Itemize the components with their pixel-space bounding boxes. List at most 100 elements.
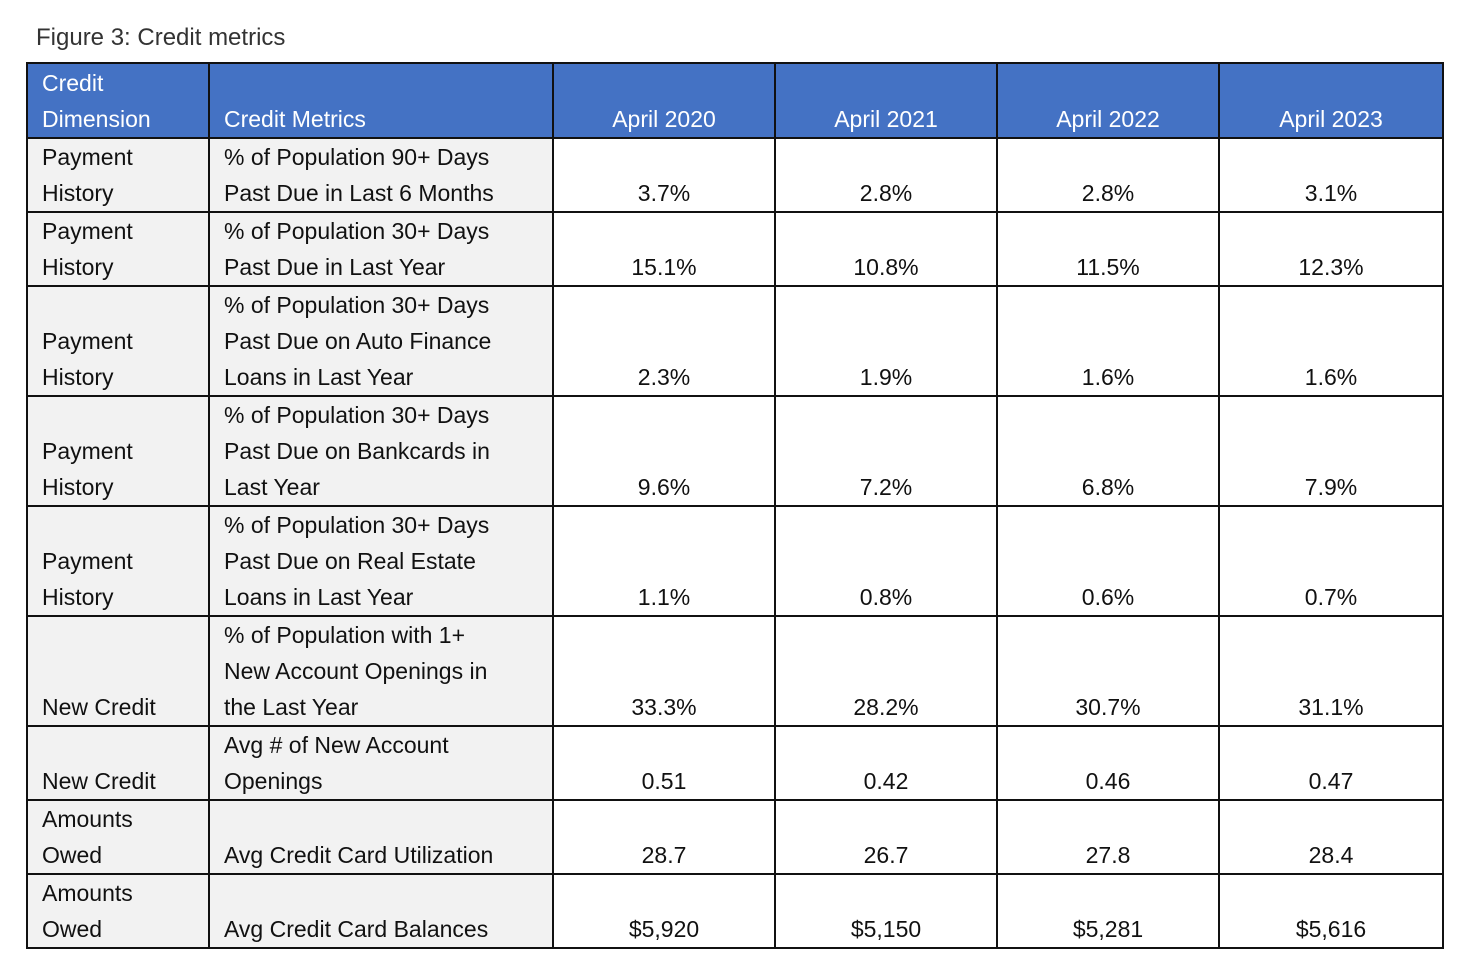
text-line: History	[42, 584, 114, 610]
header-cell: Credit Dimension	[26, 62, 210, 139]
value-cell: 0.6%	[996, 505, 1220, 617]
value-cell: 7.2%	[774, 395, 998, 507]
dimension-cell: New Credit	[26, 725, 210, 801]
value-cell: 3.7%	[552, 137, 776, 213]
metric-cell: % of Population 30+ Days Past Due on Bank…	[208, 395, 554, 507]
dimension-cell: Amounts Owed	[26, 873, 210, 949]
metric-cell: Avg Credit Card Balances	[208, 873, 554, 949]
caption: Figure 3: Credit metrics	[36, 24, 286, 51]
text-line: % of Population 30+ Days	[224, 218, 490, 244]
text-line: April 2022	[1056, 106, 1160, 132]
text-line: Payment	[42, 438, 133, 464]
table-row: Payment History % of Population 30+ Days Pa…	[26, 211, 1444, 287]
text-line: Past Due on Bankcards in	[224, 438, 490, 464]
text-line: Openings	[224, 768, 323, 794]
text-line: April 2021	[834, 106, 938, 132]
text-line: History	[42, 180, 114, 206]
value-cell: 10.8%	[774, 211, 998, 287]
text-line: History	[42, 254, 114, 280]
value-cell: 28.4	[1218, 799, 1444, 875]
value-cell: 1.6%	[996, 285, 1220, 397]
value-cell: 11.5%	[996, 211, 1220, 287]
text-line: Avg Credit Card Utilization	[224, 842, 494, 868]
text-line: % of Population 30+ Days	[224, 402, 490, 428]
value-cell: $5,150	[774, 873, 998, 949]
text-line: Loans in Last Year	[224, 364, 414, 390]
dimension-cell: Payment History	[26, 395, 210, 507]
value-cell: 0.46	[996, 725, 1220, 801]
text-line: Payment	[42, 144, 133, 170]
text-line: Payment	[42, 328, 133, 354]
value-cell: 2.8%	[996, 137, 1220, 213]
metric-cell: Avg Credit Card Utilization	[208, 799, 554, 875]
dimension-cell: Payment History	[26, 505, 210, 617]
text-line: Loans in Last Year	[224, 584, 414, 610]
credit-table: Credit Dimension Credit Metrics April 2020 A…	[26, 62, 1444, 949]
dimension-cell: Payment History	[26, 285, 210, 397]
metric-cell: % of Population 30+ Days Past Due in Last…	[208, 211, 554, 287]
text-line: Credit Metrics	[224, 106, 366, 132]
value-cell: $5,281	[996, 873, 1220, 949]
value-cell: 6.8%	[996, 395, 1220, 507]
value-cell: 0.51	[552, 725, 776, 801]
value-cell: 31.1%	[1218, 615, 1444, 727]
value-cell: 0.8%	[774, 505, 998, 617]
text-line: Past Due in Last Year	[224, 254, 446, 280]
dimension-cell: Payment History	[26, 137, 210, 213]
value-cell: 28.2%	[774, 615, 998, 727]
value-cell: 30.7%	[996, 615, 1220, 727]
text-line: Owed	[42, 916, 103, 942]
header-cell: April 2023	[1218, 62, 1444, 139]
value-cell: 9.6%	[552, 395, 776, 507]
text-line: New Credit	[42, 768, 156, 794]
value-cell: 0.7%	[1218, 505, 1444, 617]
header-cell: April 2021	[774, 62, 998, 139]
value-cell: 15.1%	[552, 211, 776, 287]
value-cell: $5,616	[1218, 873, 1444, 949]
header-cell: April 2020	[552, 62, 776, 139]
value-cell: 27.8	[996, 799, 1220, 875]
value-cell: 7.9%	[1218, 395, 1444, 507]
text-line: Past Due in Last 6 Months	[224, 180, 494, 206]
text-line: Owed	[42, 842, 103, 868]
table-row: New Credit Avg # of New Account Openings 0.…	[26, 725, 1444, 801]
text-line: Past Due on Auto Finance	[224, 328, 492, 354]
metric-cell: Avg # of New Account Openings	[208, 725, 554, 801]
dimension-cell: Payment History	[26, 211, 210, 287]
metric-cell: % of Population 90+ Days Past Due in Last…	[208, 137, 554, 213]
text-line: Dimension	[42, 106, 151, 132]
table-body: Payment History % of Population 90+ Days Pa…	[26, 137, 1444, 949]
table-row: Payment History % of Population 30+ Days Pa…	[26, 285, 1444, 397]
text-line: % of Population with 1+	[224, 622, 466, 648]
metric-cell: % of Population 30+ Days Past Due on Auto…	[208, 285, 554, 397]
value-cell: 2.8%	[774, 137, 998, 213]
text-line: % of Population 90+ Days	[224, 144, 490, 170]
value-cell: 1.9%	[774, 285, 998, 397]
text-line: Payment	[42, 218, 133, 244]
text-line: Payment	[42, 548, 133, 574]
table-row: Payment History % of Population 90+ Days Pa…	[26, 137, 1444, 213]
value-cell: 0.47	[1218, 725, 1444, 801]
text-line: New Account Openings in	[224, 658, 488, 684]
text-line: Avg Credit Card Balances	[224, 916, 489, 942]
text-line: Credit	[42, 70, 104, 96]
text-line: Past Due on Real Estate	[224, 548, 476, 574]
table-row: Amounts Owed Avg Credit Card Utilization 28…	[26, 799, 1444, 875]
table-row: Payment History % of Population 30+ Days Pa…	[26, 505, 1444, 617]
value-cell: 3.1%	[1218, 137, 1444, 213]
text-line: New Credit	[42, 694, 156, 720]
value-cell: 26.7	[774, 799, 998, 875]
dimension-cell: Amounts Owed	[26, 799, 210, 875]
text-line: Amounts	[42, 880, 133, 906]
header-cell: Credit Metrics	[208, 62, 554, 139]
dimension-cell: New Credit	[26, 615, 210, 727]
metric-cell: % of Population with 1+ New Account Openi…	[208, 615, 554, 727]
value-cell: $5,920	[552, 873, 776, 949]
text-line: Last Year	[224, 474, 320, 500]
value-cell: 28.7	[552, 799, 776, 875]
table-row: New Credit % of Population with 1+ New Acc…	[26, 615, 1444, 727]
metric-cell: % of Population 30+ Days Past Due on Real…	[208, 505, 554, 617]
value-cell: 33.3%	[552, 615, 776, 727]
text-line: April 2020	[612, 106, 716, 132]
value-cell: 0.42	[774, 725, 998, 801]
